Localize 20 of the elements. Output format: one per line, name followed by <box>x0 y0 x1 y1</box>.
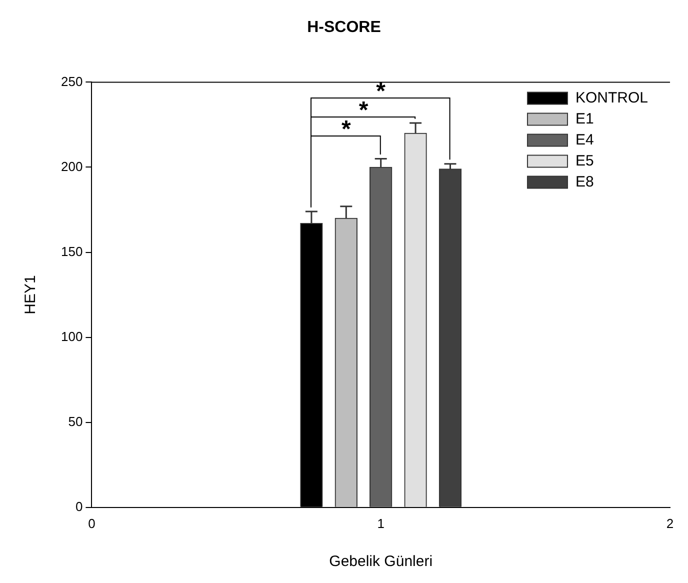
x-tick-label: 1 <box>377 516 384 531</box>
legend-label: E4 <box>575 131 594 148</box>
y-axis-title: HEY1 <box>22 275 40 314</box>
legend-label: E1 <box>575 110 594 128</box>
y-tick-label: 250 <box>60 74 83 89</box>
chart-title: H-SCORE <box>307 19 382 36</box>
x-axis-title: Gebelik Günleri <box>329 553 433 570</box>
y-tick-label: 150 <box>60 244 83 259</box>
annotation: * <box>358 96 369 124</box>
y-tick-label: 50 <box>68 414 83 429</box>
x-tick-label: 0 <box>88 516 96 531</box>
y-tick-label: 200 <box>60 158 83 174</box>
legend-label: KONTROL <box>575 89 648 106</box>
legend-label: E5 <box>575 152 594 170</box>
y-tick-label: 100 <box>60 328 83 344</box>
x-tick-label: 2 <box>666 516 674 531</box>
annotation: * <box>376 78 386 105</box>
annotation: * <box>341 116 352 143</box>
y-tick-label: 0 <box>75 498 83 514</box>
legend-label: E8 <box>575 173 594 190</box>
